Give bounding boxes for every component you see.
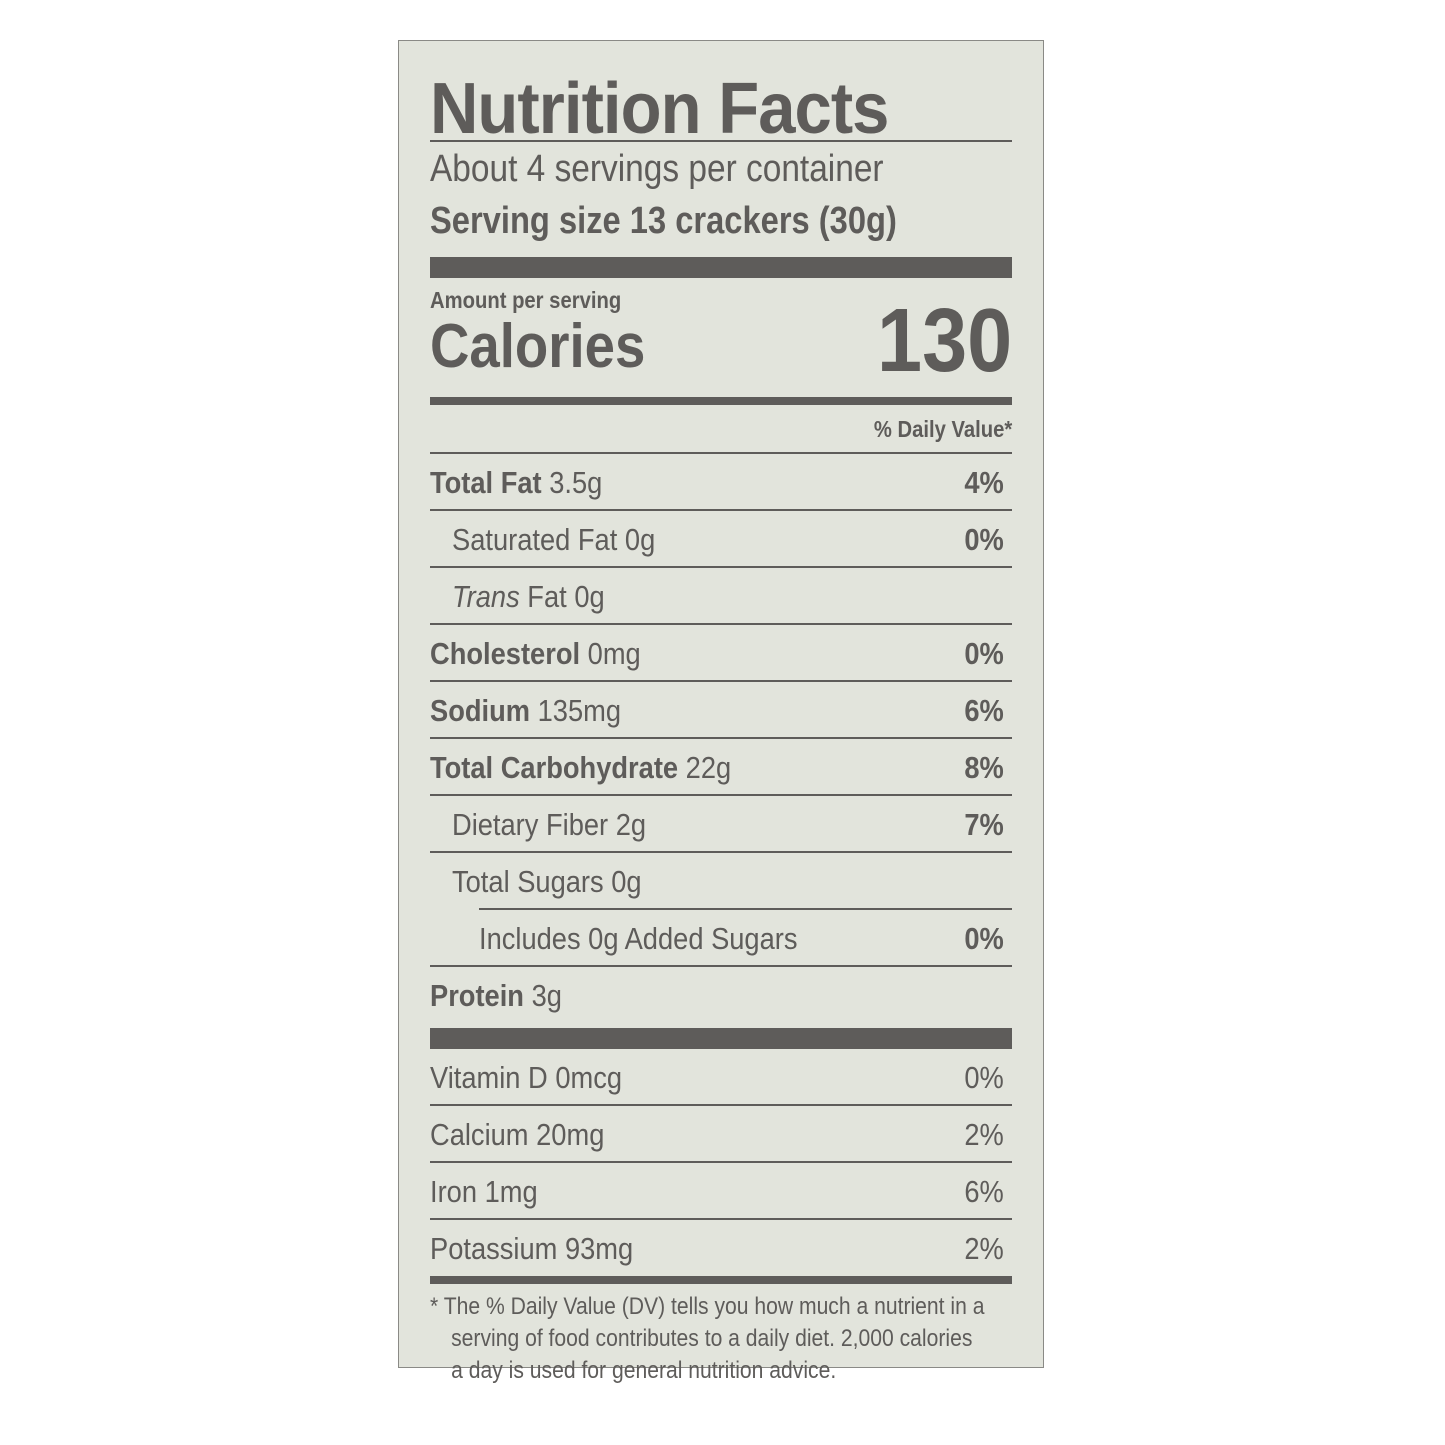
nutrition-facts-panel: Nutrition Facts About 4 servings per con… — [398, 40, 1044, 1384]
nutrient-label: Protein 3g — [430, 978, 562, 1013]
nutrient-row-cholesterol: Cholesterol 0mg 0% — [430, 625, 1012, 682]
nutrient-row-total-sugars: Total Sugars 0g — [430, 853, 1012, 910]
nutrient-dv: 6% — [964, 693, 1004, 728]
nutrient-label: Dietary Fiber 2g — [452, 807, 647, 842]
vitamin-row-potassium: Potassium 93mg 2% — [430, 1220, 1012, 1277]
nutrient-row-trans-fat: Trans Fat 0g — [430, 568, 1012, 625]
nutrient-label: Total Carbohydrate 22g — [430, 750, 732, 785]
divider — [430, 680, 1012, 682]
nutrient-dv: 0% — [964, 522, 1004, 557]
medium-divider — [430, 1276, 1012, 1284]
nutrient-dv: 4% — [964, 465, 1004, 500]
nutrient-row-total-carbohydrate: Total Carbohydrate 22g 8% — [430, 739, 1012, 796]
divider — [430, 623, 1012, 625]
vitamin-dv: 6% — [964, 1174, 1004, 1209]
footnote-line: a day is used for general nutrition advi… — [451, 1357, 837, 1384]
nutrient-label: Cholesterol 0mg — [430, 636, 641, 671]
divider — [430, 737, 1012, 739]
nutrient-row-dietary-fiber: Dietary Fiber 2g 7% — [430, 796, 1012, 853]
nutrient-label: Trans Fat 0g — [452, 579, 605, 614]
divider — [430, 1218, 1012, 1220]
vitamin-row-calcium: Calcium 20mg 2% — [430, 1106, 1012, 1163]
nutrition-facts-content: Nutrition Facts About 4 servings per con… — [430, 41, 1012, 1384]
divider — [430, 851, 1012, 853]
nutrient-row-total-fat: Total Fat 3.5g 4% — [430, 454, 1012, 511]
vitamin-label: Iron 1mg — [430, 1174, 538, 1209]
nutrient-label: Includes 0g Added Sugars — [479, 921, 798, 956]
nutrient-dv: 7% — [964, 807, 1004, 842]
thick-divider — [430, 1028, 1012, 1049]
daily-value-header: % Daily Value* — [873, 416, 1012, 442]
nutrient-row-added-sugars: Includes 0g Added Sugars 0% — [430, 910, 1012, 967]
divider — [430, 509, 1012, 511]
nutrient-label: Sodium 135mg — [430, 693, 622, 728]
vitamin-dv: 2% — [964, 1231, 1004, 1266]
divider — [430, 140, 1012, 142]
divider — [430, 452, 1012, 454]
divider — [430, 965, 1012, 967]
divider — [430, 566, 1012, 568]
footnote-line: serving of food contributes to a daily d… — [451, 1325, 973, 1352]
calories-value: 130 — [876, 291, 1012, 391]
vitamin-dv: 2% — [964, 1117, 1004, 1152]
divider — [430, 1104, 1012, 1106]
nutrient-dv: 0% — [964, 921, 1004, 956]
divider — [430, 794, 1012, 796]
nutrient-row-sodium: Sodium 135mg 6% — [430, 682, 1012, 739]
vitamin-row-iron: Iron 1mg 6% — [430, 1163, 1012, 1220]
vitamin-label: Potassium 93mg — [430, 1231, 634, 1266]
daily-value-footnote: * The % Daily Value (DV) tells you how m… — [430, 1291, 985, 1387]
nutrient-label: Saturated Fat 0g — [452, 522, 656, 557]
nutrient-row-saturated-fat: Saturated Fat 0g 0% — [430, 511, 1012, 568]
nutrient-label: Total Sugars 0g — [452, 864, 642, 899]
medium-divider — [430, 397, 1012, 405]
vitamin-row-vitamin-d: Vitamin D 0mcg 0% — [430, 1049, 1012, 1106]
nutrient-dv: 8% — [964, 750, 1004, 785]
calories-label: Calories — [430, 312, 646, 381]
vitamin-label: Calcium 20mg — [430, 1117, 605, 1152]
thick-divider — [430, 257, 1012, 278]
footnote-line: * The % Daily Value (DV) tells you how m… — [430, 1293, 985, 1320]
nutrient-label: Total Fat 3.5g — [430, 465, 603, 500]
vitamin-dv: 0% — [964, 1060, 1004, 1095]
vitamin-label: Vitamin D 0mcg — [430, 1060, 623, 1095]
serving-size: Serving size 13 crackers (30g) — [430, 200, 897, 242]
divider — [430, 1161, 1012, 1163]
amount-per-serving: Amount per serving — [430, 287, 622, 313]
label-title: Nutrition Facts — [430, 69, 889, 149]
nutrient-row-protein: Protein 3g — [430, 967, 1012, 1024]
indented-divider — [479, 908, 1012, 910]
nutrient-dv: 0% — [964, 636, 1004, 671]
servings-per-container: About 4 servings per container — [430, 148, 884, 190]
